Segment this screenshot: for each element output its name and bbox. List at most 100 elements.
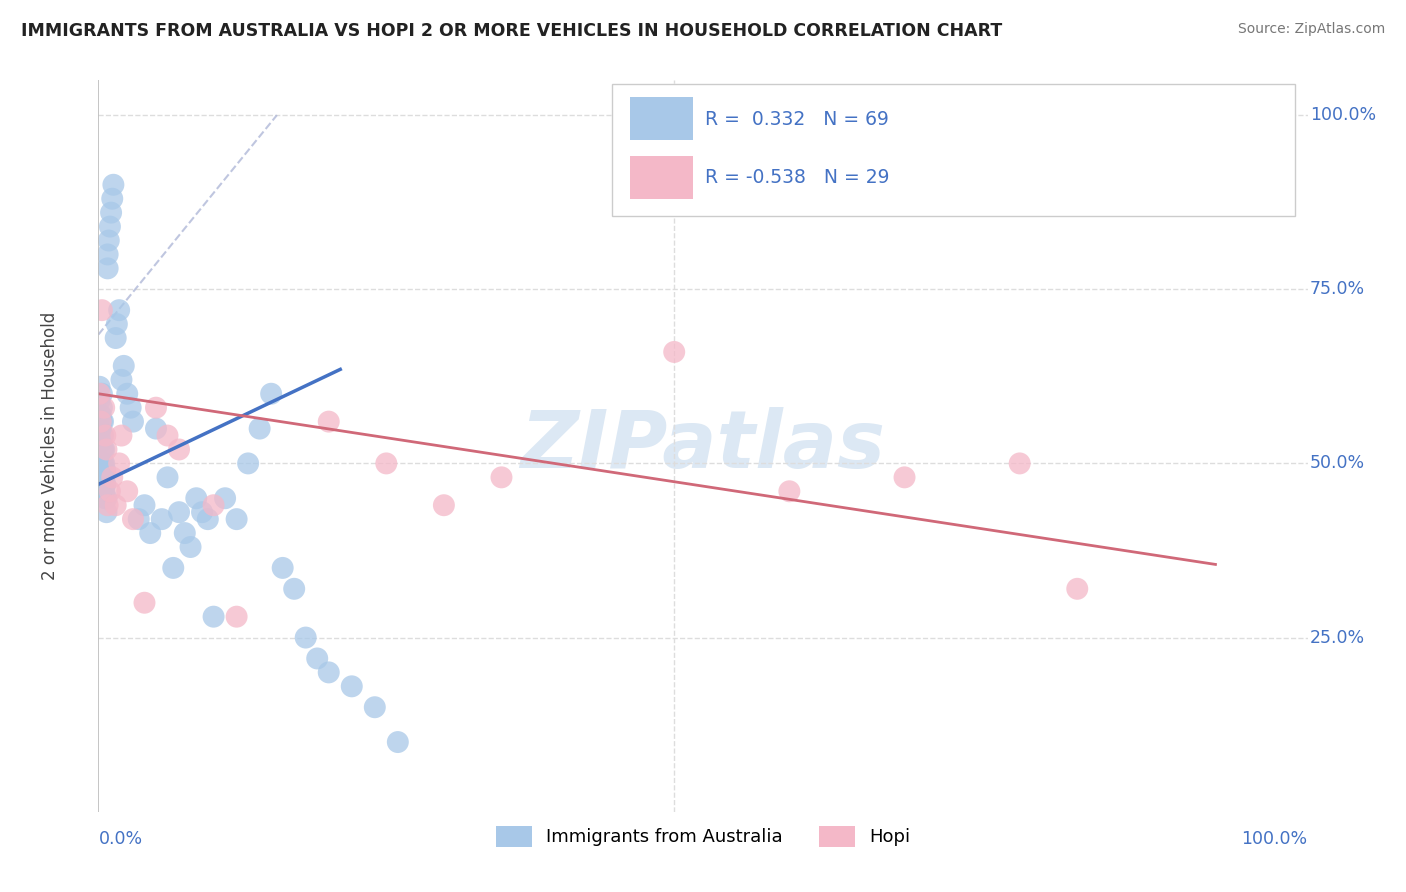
Point — [120, 401, 142, 415]
Point — [122, 512, 145, 526]
Point — [108, 303, 131, 318]
Text: ZIPatlas: ZIPatlas — [520, 407, 886, 485]
Point — [271, 561, 294, 575]
Point — [115, 484, 138, 499]
Point — [186, 491, 208, 506]
Point — [98, 484, 121, 499]
Text: 2 or more Vehicles in Household: 2 or more Vehicles in Household — [41, 312, 59, 580]
Point — [249, 421, 271, 435]
Point — [318, 665, 340, 680]
Point — [433, 498, 456, 512]
Point — [115, 386, 138, 401]
Point — [93, 401, 115, 415]
Point — [93, 457, 115, 471]
Text: 25.0%: 25.0% — [1310, 629, 1365, 647]
Point — [91, 415, 114, 429]
Point — [97, 498, 120, 512]
Text: IMMIGRANTS FROM AUSTRALIA VS HOPI 2 OR MORE VEHICLES IN HOUSEHOLD CORRELATION CH: IMMIGRANTS FROM AUSTRALIA VS HOPI 2 OR M… — [21, 22, 1002, 40]
Point — [191, 505, 214, 519]
Text: R =  0.332   N = 69: R = 0.332 N = 69 — [706, 110, 889, 128]
Point — [94, 477, 117, 491]
Point — [318, 415, 340, 429]
Point — [139, 526, 162, 541]
Point — [108, 457, 131, 471]
Text: 0.0%: 0.0% — [98, 830, 142, 848]
Point — [167, 442, 190, 457]
Point — [134, 596, 156, 610]
Point — [156, 428, 179, 442]
Point — [93, 442, 115, 457]
Point — [340, 679, 363, 693]
Point — [104, 331, 127, 345]
Point — [167, 505, 190, 519]
Point — [893, 470, 915, 484]
Point — [145, 401, 167, 415]
Point — [260, 386, 283, 401]
Point — [93, 470, 115, 484]
Point — [96, 491, 118, 506]
Point — [90, 442, 112, 457]
Point — [105, 317, 128, 331]
Point — [202, 609, 225, 624]
Point — [93, 484, 115, 499]
Point — [173, 526, 195, 541]
Point — [387, 735, 409, 749]
Point — [90, 428, 112, 442]
Legend: Immigrants from Australia, Hopi: Immigrants from Australia, Hopi — [488, 819, 918, 854]
Point — [98, 219, 121, 234]
Point — [375, 457, 398, 471]
Point — [664, 345, 686, 359]
Point — [104, 498, 127, 512]
Point — [97, 247, 120, 261]
Point — [180, 540, 202, 554]
Point — [94, 491, 117, 506]
Point — [150, 512, 173, 526]
Point — [94, 428, 117, 442]
Point — [236, 457, 259, 471]
Text: 50.0%: 50.0% — [1310, 454, 1365, 473]
Point — [91, 470, 114, 484]
Point — [96, 442, 118, 457]
Point — [97, 234, 120, 248]
Point — [90, 421, 112, 435]
Point — [128, 512, 150, 526]
Point — [778, 484, 800, 499]
Point — [197, 512, 219, 526]
Text: Source: ZipAtlas.com: Source: ZipAtlas.com — [1237, 22, 1385, 37]
Point — [90, 415, 112, 429]
Point — [100, 205, 122, 219]
Point — [134, 498, 156, 512]
Point — [89, 421, 111, 435]
Text: 75.0%: 75.0% — [1310, 280, 1365, 298]
Point — [307, 651, 329, 665]
Point — [202, 498, 225, 512]
Point — [89, 386, 111, 401]
Point — [294, 631, 316, 645]
Point — [122, 415, 145, 429]
Point — [283, 582, 305, 596]
Point — [225, 609, 247, 624]
Point — [91, 428, 114, 442]
Point — [90, 457, 112, 471]
Point — [156, 470, 179, 484]
Text: R = -0.538   N = 29: R = -0.538 N = 29 — [706, 168, 890, 187]
Point — [145, 421, 167, 435]
Point — [89, 380, 111, 394]
FancyBboxPatch shape — [613, 84, 1295, 216]
Point — [101, 192, 124, 206]
FancyBboxPatch shape — [630, 97, 693, 140]
Point — [214, 491, 236, 506]
Point — [97, 261, 120, 276]
Point — [225, 512, 247, 526]
Point — [90, 386, 112, 401]
Point — [110, 428, 132, 442]
Point — [364, 700, 387, 714]
Text: 100.0%: 100.0% — [1310, 106, 1376, 124]
Point — [103, 178, 125, 192]
Point — [90, 415, 112, 429]
Point — [90, 408, 112, 422]
Point — [90, 435, 112, 450]
Point — [94, 463, 117, 477]
FancyBboxPatch shape — [630, 155, 693, 199]
Point — [110, 373, 132, 387]
